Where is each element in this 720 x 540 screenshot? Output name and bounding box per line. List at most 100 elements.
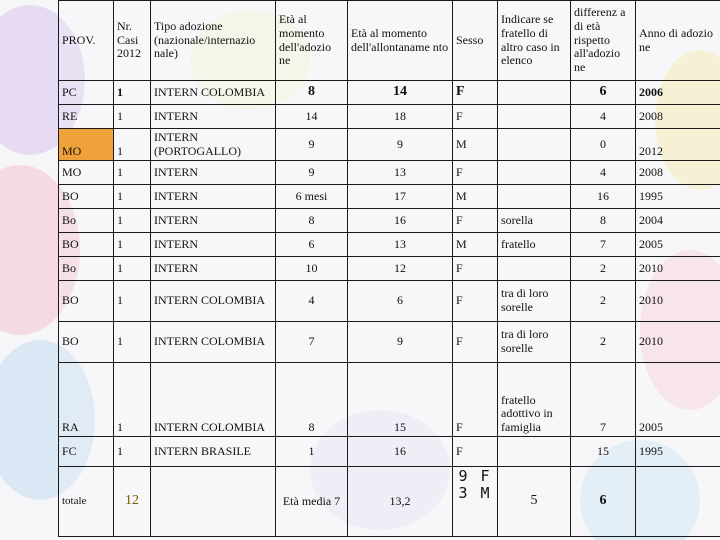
- cell-tipo: INTERN (PORTOGALLO): [150, 128, 276, 161]
- cell-prov: RA: [58, 362, 114, 437]
- cell-eta-allontanamento: 9: [347, 321, 453, 363]
- cell-fratello: fratello: [497, 232, 571, 257]
- cell-fratello: sorella: [497, 208, 571, 233]
- cell-eta-adozione: 7: [275, 321, 348, 363]
- cell-nr: 1: [113, 128, 151, 161]
- totals-sesso: 9 F 3 M: [452, 466, 498, 537]
- header-fratello: Indicare se fratello di altro caso in el…: [497, 0, 571, 81]
- cell-sesso: M: [452, 232, 498, 257]
- cell-eta-allontanamento: 14: [347, 80, 453, 105]
- table-row: BO 1 INTERN 6 13 M fratello 7 2005: [58, 232, 720, 257]
- cell-eta-allontanamento: 15: [347, 362, 453, 437]
- cell-anno: 2012: [635, 128, 720, 161]
- cell-anno: 1995: [635, 184, 720, 209]
- cell-nr: 1: [113, 184, 151, 209]
- cell-prov: FC: [58, 436, 114, 467]
- totals-tipo-empty: [150, 466, 276, 537]
- cell-eta-adozione: 8: [275, 362, 348, 437]
- header-eta-allontanamento: Età al momento dell'allontaname nto: [347, 0, 453, 81]
- cell-differenza: 2: [570, 280, 636, 322]
- cell-eta-adozione: 8: [275, 80, 348, 105]
- cell-fratello: [497, 80, 571, 105]
- cell-eta-adozione: 6 mesi: [275, 184, 348, 209]
- cell-sesso: F: [452, 160, 498, 185]
- header-prov: PROV.: [58, 0, 114, 81]
- cell-nr: 1: [113, 80, 151, 105]
- header-tipo-adozione: Tipo adozione (nazionale/internazio nale…: [150, 0, 276, 81]
- totals-anno-empty: [635, 466, 720, 537]
- cell-eta-adozione: 9: [275, 128, 348, 161]
- cell-tipo: INTERN: [150, 160, 276, 185]
- cell-nr: 1: [113, 104, 151, 129]
- table-row: FC 1 INTERN BRASILE 1 16 F 15 1995: [58, 436, 720, 467]
- totals-row: totale 12 Età media 7 13,2 9 F 3 M 5 6: [58, 466, 720, 537]
- adoption-table: PROV. Nr. Casi 2012 Tipo adozione (nazio…: [58, 0, 720, 537]
- cell-tipo: INTERN: [150, 208, 276, 233]
- header-differenza: differenz a di età rispetto all'adozio n…: [570, 0, 636, 81]
- cell-prov: PC: [58, 80, 114, 105]
- totals-eta-media: Età media 7: [275, 466, 348, 537]
- cell-eta-allontanamento: 9: [347, 128, 453, 161]
- table-row: PC 1 INTERN COLOMBIA 8 14 F 6 2006: [58, 80, 720, 105]
- cell-tipo: INTERN: [150, 104, 276, 129]
- cell-differenza: 2: [570, 256, 636, 281]
- cell-nr: 1: [113, 232, 151, 257]
- cell-nr: 1: [113, 208, 151, 233]
- cell-nr: 1: [113, 362, 151, 437]
- cell-fratello: tra di loro sorelle: [497, 280, 571, 322]
- cell-differenza: 7: [570, 232, 636, 257]
- cell-eta-allontanamento: 12: [347, 256, 453, 281]
- table-row: MO 1 INTERN (PORTOGALLO) 9 9 M 0 2012: [58, 128, 720, 161]
- cell-anno: 2005: [635, 232, 720, 257]
- cell-eta-allontanamento: 13: [347, 232, 453, 257]
- cell-fratello: [497, 184, 571, 209]
- cell-eta-adozione: 1: [275, 436, 348, 467]
- table-row: Bo 1 INTERN 10 12 F 2 2010: [58, 256, 720, 281]
- cell-fratello: fratello adottivo in famiglia: [497, 362, 571, 437]
- cell-tipo: INTERN: [150, 232, 276, 257]
- cell-sesso: F: [452, 362, 498, 437]
- cell-prov: Bo: [58, 208, 114, 233]
- cell-differenza: 4: [570, 104, 636, 129]
- totals-label: totale: [58, 466, 114, 537]
- cell-prov: BO: [58, 232, 114, 257]
- cell-nr: 1: [113, 160, 151, 185]
- cell-fratello: [497, 104, 571, 129]
- cell-differenza: 2: [570, 321, 636, 363]
- cell-eta-adozione: 9: [275, 160, 348, 185]
- cell-differenza: 16: [570, 184, 636, 209]
- totals-nr: 12: [113, 466, 151, 537]
- totals-fratello: 5: [497, 466, 571, 537]
- cell-anno: 1995: [635, 436, 720, 467]
- cell-fratello: [497, 160, 571, 185]
- cell-tipo: INTERN BRASILE: [150, 436, 276, 467]
- cell-prov-highlighted: MO: [58, 128, 114, 161]
- cell-tipo: INTERN COLOMBIA: [150, 280, 276, 322]
- cell-differenza: 0: [570, 128, 636, 161]
- cell-prov: BO: [58, 184, 114, 209]
- cell-sesso: F: [452, 436, 498, 467]
- cell-nr: 1: [113, 256, 151, 281]
- table-row: Bo 1 INTERN 8 16 F sorella 8 2004: [58, 208, 720, 233]
- cell-nr: 1: [113, 280, 151, 322]
- cell-nr: 1: [113, 321, 151, 363]
- cell-anno: 2008: [635, 160, 720, 185]
- cell-eta-allontanamento: 16: [347, 208, 453, 233]
- table-row: RA 1 INTERN COLOMBIA 8 15 F fratello ado…: [58, 362, 720, 437]
- cell-sesso: F: [452, 104, 498, 129]
- totals-sesso-m: 3 M: [458, 484, 492, 503]
- cell-sesso: F: [452, 256, 498, 281]
- cell-eta-adozione: 4: [275, 280, 348, 322]
- cell-fratello: tra di loro sorelle: [497, 321, 571, 363]
- table-row: BO 1 INTERN 6 mesi 17 M 16 1995: [58, 184, 720, 209]
- cell-eta-adozione: 8: [275, 208, 348, 233]
- cell-sesso: F: [452, 80, 498, 105]
- header-anno: Anno di adozio ne: [635, 0, 720, 81]
- cell-nr: 1: [113, 436, 151, 467]
- cell-eta-adozione: 6: [275, 232, 348, 257]
- cell-sesso: M: [452, 128, 498, 161]
- cell-tipo: INTERN COLOMBIA: [150, 362, 276, 437]
- table-row: MO 1 INTERN 9 13 F 4 2008: [58, 160, 720, 185]
- cell-tipo: INTERN COLOMBIA: [150, 321, 276, 363]
- cell-eta-allontanamento: 17: [347, 184, 453, 209]
